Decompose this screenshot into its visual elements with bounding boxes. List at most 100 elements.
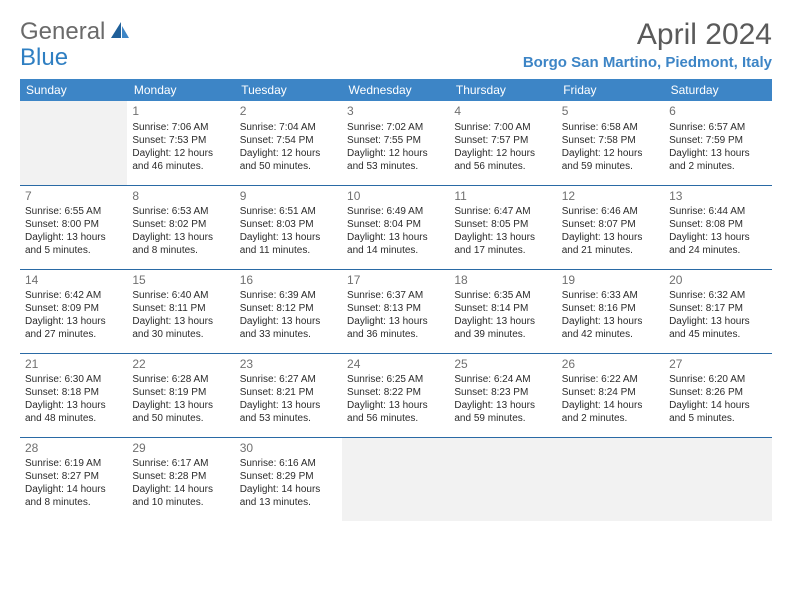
day-number: 22 (132, 357, 229, 373)
calendar-week-row: 1Sunrise: 7:06 AMSunset: 7:53 PMDaylight… (20, 101, 772, 185)
day-number: 1 (132, 104, 229, 120)
cell-line-sunset: Sunset: 8:21 PM (240, 386, 337, 399)
day-number: 3 (347, 104, 444, 120)
cell-line-dl2: and 46 minutes. (132, 160, 229, 173)
calendar-cell: 25Sunrise: 6:24 AMSunset: 8:23 PMDayligh… (449, 353, 556, 437)
cell-line-sunset: Sunset: 8:02 PM (132, 218, 229, 231)
cell-line-sunrise: Sunrise: 6:51 AM (240, 205, 337, 218)
cell-line-dl2: and 56 minutes. (347, 412, 444, 425)
cell-line-dl1: Daylight: 13 hours (25, 315, 122, 328)
cell-line-sunset: Sunset: 8:11 PM (132, 302, 229, 315)
calendar-cell (20, 101, 127, 185)
cell-line-sunset: Sunset: 8:08 PM (669, 218, 766, 231)
cell-line-sunrise: Sunrise: 6:40 AM (132, 289, 229, 302)
day-header: Thursday (449, 79, 556, 101)
logo-text-general: General (20, 18, 105, 46)
cell-line-sunset: Sunset: 8:29 PM (240, 470, 337, 483)
cell-line-sunrise: Sunrise: 7:00 AM (454, 121, 551, 134)
cell-line-dl2: and 53 minutes. (240, 412, 337, 425)
day-number: 5 (562, 104, 659, 120)
day-header: Monday (127, 79, 234, 101)
calendar-cell: 6Sunrise: 6:57 AMSunset: 7:59 PMDaylight… (664, 101, 771, 185)
day-header: Saturday (664, 79, 771, 101)
logo-text-blue: Blue (20, 44, 68, 71)
cell-line-dl1: Daylight: 13 hours (240, 315, 337, 328)
cell-line-dl1: Daylight: 13 hours (240, 231, 337, 244)
cell-line-sunset: Sunset: 8:07 PM (562, 218, 659, 231)
cell-line-sunset: Sunset: 8:09 PM (25, 302, 122, 315)
cell-line-dl2: and 17 minutes. (454, 244, 551, 257)
cell-line-dl2: and 56 minutes. (454, 160, 551, 173)
cell-line-sunrise: Sunrise: 6:30 AM (25, 373, 122, 386)
cell-line-sunset: Sunset: 8:13 PM (347, 302, 444, 315)
calendar-cell: 15Sunrise: 6:40 AMSunset: 8:11 PMDayligh… (127, 269, 234, 353)
day-number: 12 (562, 189, 659, 205)
cell-line-dl2: and 30 minutes. (132, 328, 229, 341)
day-number: 24 (347, 357, 444, 373)
day-header: Friday (557, 79, 664, 101)
cell-line-dl2: and 42 minutes. (562, 328, 659, 341)
cell-line-dl1: Daylight: 14 hours (669, 399, 766, 412)
cell-line-sunset: Sunset: 7:59 PM (669, 134, 766, 147)
cell-line-dl2: and 36 minutes. (347, 328, 444, 341)
cell-line-sunset: Sunset: 8:03 PM (240, 218, 337, 231)
cell-line-dl1: Daylight: 14 hours (132, 483, 229, 496)
cell-line-dl1: Daylight: 12 hours (562, 147, 659, 160)
calendar-cell: 28Sunrise: 6:19 AMSunset: 8:27 PMDayligh… (20, 437, 127, 521)
calendar-week-row: 28Sunrise: 6:19 AMSunset: 8:27 PMDayligh… (20, 437, 772, 521)
cell-line-sunset: Sunset: 8:22 PM (347, 386, 444, 399)
cell-line-dl1: Daylight: 13 hours (454, 399, 551, 412)
day-number: 10 (347, 189, 444, 205)
cell-line-dl2: and 5 minutes. (669, 412, 766, 425)
calendar-cell: 1Sunrise: 7:06 AMSunset: 7:53 PMDaylight… (127, 101, 234, 185)
calendar-cell (557, 437, 664, 521)
day-number: 4 (454, 104, 551, 120)
cell-line-dl1: Daylight: 13 hours (669, 315, 766, 328)
cell-line-dl2: and 45 minutes. (669, 328, 766, 341)
cell-line-sunrise: Sunrise: 6:39 AM (240, 289, 337, 302)
calendar-cell: 24Sunrise: 6:25 AMSunset: 8:22 PMDayligh… (342, 353, 449, 437)
day-number: 18 (454, 273, 551, 289)
cell-line-sunset: Sunset: 8:26 PM (669, 386, 766, 399)
cell-line-sunrise: Sunrise: 6:37 AM (347, 289, 444, 302)
calendar-cell: 17Sunrise: 6:37 AMSunset: 8:13 PMDayligh… (342, 269, 449, 353)
day-header: Wednesday (342, 79, 449, 101)
cell-line-dl2: and 8 minutes. (25, 496, 122, 509)
calendar-cell: 29Sunrise: 6:17 AMSunset: 8:28 PMDayligh… (127, 437, 234, 521)
cell-line-dl2: and 2 minutes. (562, 412, 659, 425)
day-number: 21 (25, 357, 122, 373)
calendar-cell: 7Sunrise: 6:55 AMSunset: 8:00 PMDaylight… (20, 185, 127, 269)
cell-line-dl1: Daylight: 13 hours (669, 147, 766, 160)
cell-line-dl1: Daylight: 13 hours (454, 315, 551, 328)
cell-line-sunrise: Sunrise: 6:25 AM (347, 373, 444, 386)
day-number: 15 (132, 273, 229, 289)
cell-line-sunset: Sunset: 8:17 PM (669, 302, 766, 315)
cell-line-dl2: and 2 minutes. (669, 160, 766, 173)
cell-line-dl2: and 50 minutes. (132, 412, 229, 425)
day-number: 14 (25, 273, 122, 289)
cell-line-dl2: and 27 minutes. (25, 328, 122, 341)
cell-line-dl1: Daylight: 13 hours (347, 231, 444, 244)
cell-line-sunset: Sunset: 7:54 PM (240, 134, 337, 147)
calendar-cell: 18Sunrise: 6:35 AMSunset: 8:14 PMDayligh… (449, 269, 556, 353)
page-header: General April 2024 Borgo San Martino, Pi… (20, 18, 772, 71)
cell-line-sunset: Sunset: 7:55 PM (347, 134, 444, 147)
cell-line-sunrise: Sunrise: 6:53 AM (132, 205, 229, 218)
logo: General (20, 18, 133, 46)
logo-sail-icon (109, 20, 131, 45)
calendar-table: Sunday Monday Tuesday Wednesday Thursday… (20, 79, 772, 521)
cell-line-dl1: Daylight: 12 hours (240, 147, 337, 160)
cell-line-sunset: Sunset: 7:57 PM (454, 134, 551, 147)
cell-line-sunset: Sunset: 8:00 PM (25, 218, 122, 231)
calendar-week-row: 14Sunrise: 6:42 AMSunset: 8:09 PMDayligh… (20, 269, 772, 353)
cell-line-dl2: and 5 minutes. (25, 244, 122, 257)
cell-line-dl1: Daylight: 13 hours (132, 231, 229, 244)
cell-line-dl1: Daylight: 14 hours (562, 399, 659, 412)
cell-line-sunrise: Sunrise: 6:35 AM (454, 289, 551, 302)
cell-line-dl2: and 33 minutes. (240, 328, 337, 341)
calendar-cell: 9Sunrise: 6:51 AMSunset: 8:03 PMDaylight… (235, 185, 342, 269)
location-text: Borgo San Martino, Piedmont, Italy (523, 54, 772, 71)
cell-line-dl2: and 39 minutes. (454, 328, 551, 341)
cell-line-dl1: Daylight: 13 hours (562, 315, 659, 328)
cell-line-sunset: Sunset: 8:18 PM (25, 386, 122, 399)
